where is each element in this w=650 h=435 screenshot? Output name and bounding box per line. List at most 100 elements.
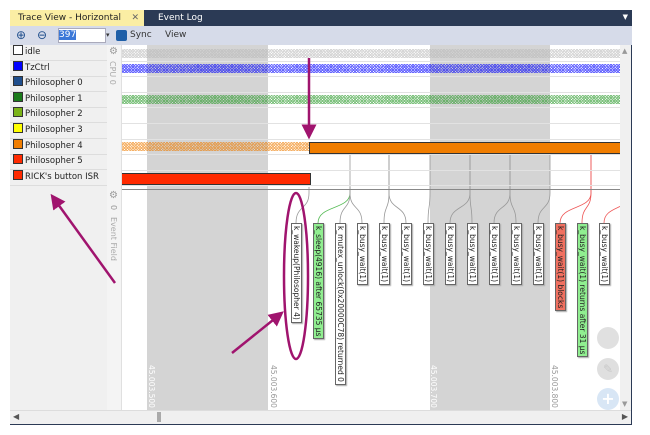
event-label[interactable]: k_wakeup(Philosopher 4)	[291, 223, 302, 323]
zoom-out-icon[interactable]: ⊖	[37, 28, 48, 42]
zoom-in-icon[interactable]: ⊕	[16, 28, 27, 42]
task-row[interactable]: Philosopher 3	[10, 123, 107, 139]
event-label[interactable]: k_busy_wait(1)	[511, 223, 522, 286]
event-connector	[449, 153, 471, 224]
task-label: RICK's button ISR	[25, 171, 99, 182]
chevron-down-icon[interactable]: ▾	[106, 31, 110, 39]
event-connector	[295, 187, 310, 224]
event-label[interactable]: k_busy_wait(1)	[445, 223, 456, 286]
event-label[interactable]: k_busy_wait(1)	[379, 223, 390, 286]
scroll-down-icon[interactable]: ▼	[622, 400, 628, 408]
task-activity-bar[interactable]	[107, 142, 309, 152]
task-row[interactable]: Philosopher 4	[10, 138, 107, 155]
event-connector	[349, 153, 363, 224]
trace-area: k_wakeup(Philosopher 4) k_sleep(4916) aft…	[107, 45, 620, 410]
gear-column: ⚙ CPU 0 ⚙ 0 Event Field	[107, 45, 122, 410]
row-divider	[107, 60, 620, 62]
task-list: idle TzCtrl Philosopher 0 Philosopher 1 Phil…	[10, 45, 108, 410]
event-label[interactable]: k_busy_wait(1)	[467, 223, 478, 286]
row-divider	[107, 169, 620, 171]
event-connector	[559, 153, 592, 224]
row-divider	[107, 185, 620, 187]
color-swatch	[13, 45, 23, 55]
color-swatch	[13, 169, 23, 180]
task-label: Philosopher 0	[25, 78, 83, 89]
wrench-icon[interactable]: ✎	[597, 358, 619, 380]
task-label: idle	[25, 47, 41, 57]
task-label: Philosopher 2	[25, 109, 83, 120]
horizontal-scrollbar[interactable]: ◀ ▶	[10, 410, 631, 424]
event-label[interactable]: k_busy_wait(1)	[401, 223, 412, 286]
timestamp-label: 45.003.700	[429, 365, 438, 408]
task-label: Philosopher 4	[25, 140, 83, 151]
task-row[interactable]: Philosopher 2	[10, 107, 107, 124]
view-menu[interactable]: View	[165, 30, 187, 40]
zoom-input[interactable]: 397	[58, 28, 106, 43]
task-activity-bar[interactable]	[121, 48, 620, 58]
tab-label: Trace View - Horizontal	[18, 13, 122, 23]
task-row[interactable]: RICK's button ISR	[10, 169, 107, 186]
event-label[interactable]: k_busy_wait(1) blocks	[555, 223, 566, 312]
tab-bar: Trace View - Horizontal ✕ Event Log ▼	[10, 10, 632, 26]
event-field-count: 0	[109, 205, 118, 211]
task-label: TzCtrl	[25, 62, 50, 73]
event-label[interactable]: k_busy_wait(1) returns after 31 µs	[577, 223, 588, 358]
close-icon[interactable]: ✕	[131, 13, 139, 23]
task-label: Philosopher 1	[25, 93, 83, 104]
sync-icon[interactable]	[116, 30, 127, 41]
task-activity-bar[interactable]	[309, 142, 620, 155]
task-row[interactable]: idle	[10, 45, 107, 61]
task-row[interactable]: Philosopher 5	[10, 154, 107, 171]
row-divider	[107, 107, 620, 109]
toolbar: ⊕ ⊖ 397 ▾ Sync View	[10, 26, 632, 45]
task-activity-bar[interactable]	[107, 64, 620, 74]
task-label: Philosopher 5	[25, 156, 83, 167]
cpu-label: CPU 0	[108, 61, 117, 85]
add-icon[interactable]: +	[597, 388, 619, 410]
event-label[interactable]: k_busy_wait(1)	[533, 223, 544, 286]
row-divider	[107, 138, 620, 140]
event-label[interactable]: k_busy_wait(1)	[423, 223, 434, 286]
color-swatch	[13, 76, 23, 87]
scroll-thumb[interactable]	[157, 412, 161, 422]
event-connector	[383, 153, 390, 224]
event-connector	[603, 205, 620, 224]
event-connector	[581, 153, 592, 224]
row-divider	[107, 154, 620, 156]
event-label[interactable]: k_busy_wait(1)	[599, 223, 610, 286]
event-label[interactable]: k_mutex_unlock(0x20000C78) returned 0	[335, 223, 346, 385]
toggle-button[interactable]	[597, 327, 619, 349]
scroll-up-icon[interactable]: ▲	[622, 47, 628, 55]
event-label[interactable]: k_busy_wait(1)	[357, 223, 368, 286]
event-connector	[469, 153, 473, 224]
event-connector	[339, 187, 351, 224]
task-row[interactable]: Philosopher 0	[10, 76, 107, 93]
gear-icon[interactable]: ⚙	[109, 46, 118, 57]
vertical-scrollbar[interactable]: ▲ ▼	[620, 45, 631, 410]
event-connector	[509, 153, 517, 224]
event-connector	[493, 153, 511, 224]
tab-trace-view[interactable]: Trace View - Horizontal ✕	[10, 10, 144, 26]
task-label: Philosopher 3	[25, 125, 83, 135]
gear-icon[interactable]: ⚙	[109, 190, 118, 201]
scroll-left-icon[interactable]: ◀	[13, 412, 20, 421]
sync-button[interactable]: Sync	[130, 30, 152, 40]
task-row[interactable]: Philosopher 1	[10, 91, 107, 108]
color-swatch	[13, 154, 23, 165]
separator	[107, 189, 620, 190]
task-activity-bar[interactable]	[107, 173, 311, 186]
dropdown-icon[interactable]: ▼	[622, 13, 628, 21]
timestamp-label: 45.003.600	[269, 365, 278, 408]
row-divider	[107, 123, 620, 124]
row-divider	[107, 91, 620, 93]
event-label[interactable]: k_sleep(4916) after 65735 µs	[313, 223, 324, 340]
color-swatch	[13, 123, 23, 133]
event-connector	[537, 153, 551, 224]
event-label[interactable]: k_busy_wait(1)	[489, 223, 500, 286]
timestamp-label: 45.003.500	[147, 365, 156, 408]
task-activity-bar[interactable]	[107, 95, 620, 105]
scroll-right-icon[interactable]: ▶	[621, 412, 628, 421]
tab-event-log[interactable]: Event Log	[158, 13, 203, 23]
task-row[interactable]: TzCtrl	[10, 60, 107, 77]
event-connector	[388, 153, 407, 224]
